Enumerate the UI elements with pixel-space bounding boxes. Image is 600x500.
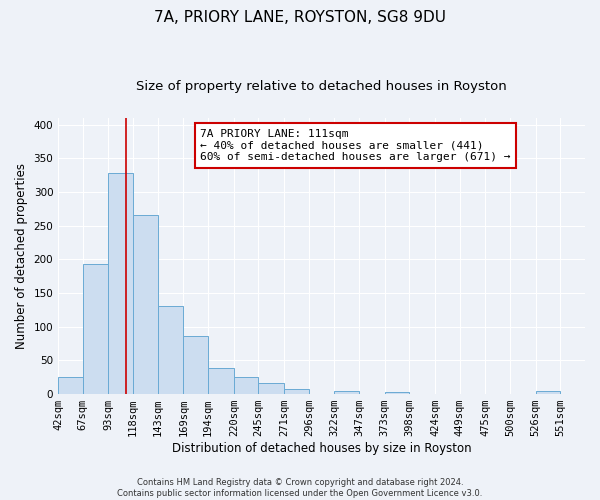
Bar	[208, 368, 234, 394]
Bar	[109, 173, 133, 394]
Bar	[536, 392, 560, 394]
Bar	[234, 377, 259, 394]
Bar	[158, 306, 184, 394]
Text: 7A PRIORY LANE: 111sqm
← 40% of detached houses are smaller (441)
60% of semi-de: 7A PRIORY LANE: 111sqm ← 40% of detached…	[200, 129, 511, 162]
Y-axis label: Number of detached properties: Number of detached properties	[15, 163, 28, 349]
Title: Size of property relative to detached houses in Royston: Size of property relative to detached ho…	[136, 80, 507, 93]
Bar	[184, 336, 208, 394]
Bar	[83, 264, 109, 394]
Bar	[284, 388, 309, 394]
Bar	[259, 382, 284, 394]
Text: Contains HM Land Registry data © Crown copyright and database right 2024.
Contai: Contains HM Land Registry data © Crown c…	[118, 478, 482, 498]
Bar	[334, 392, 359, 394]
Bar	[133, 216, 158, 394]
X-axis label: Distribution of detached houses by size in Royston: Distribution of detached houses by size …	[172, 442, 472, 455]
Text: 7A, PRIORY LANE, ROYSTON, SG8 9DU: 7A, PRIORY LANE, ROYSTON, SG8 9DU	[154, 10, 446, 25]
Bar	[385, 392, 409, 394]
Bar	[58, 377, 83, 394]
